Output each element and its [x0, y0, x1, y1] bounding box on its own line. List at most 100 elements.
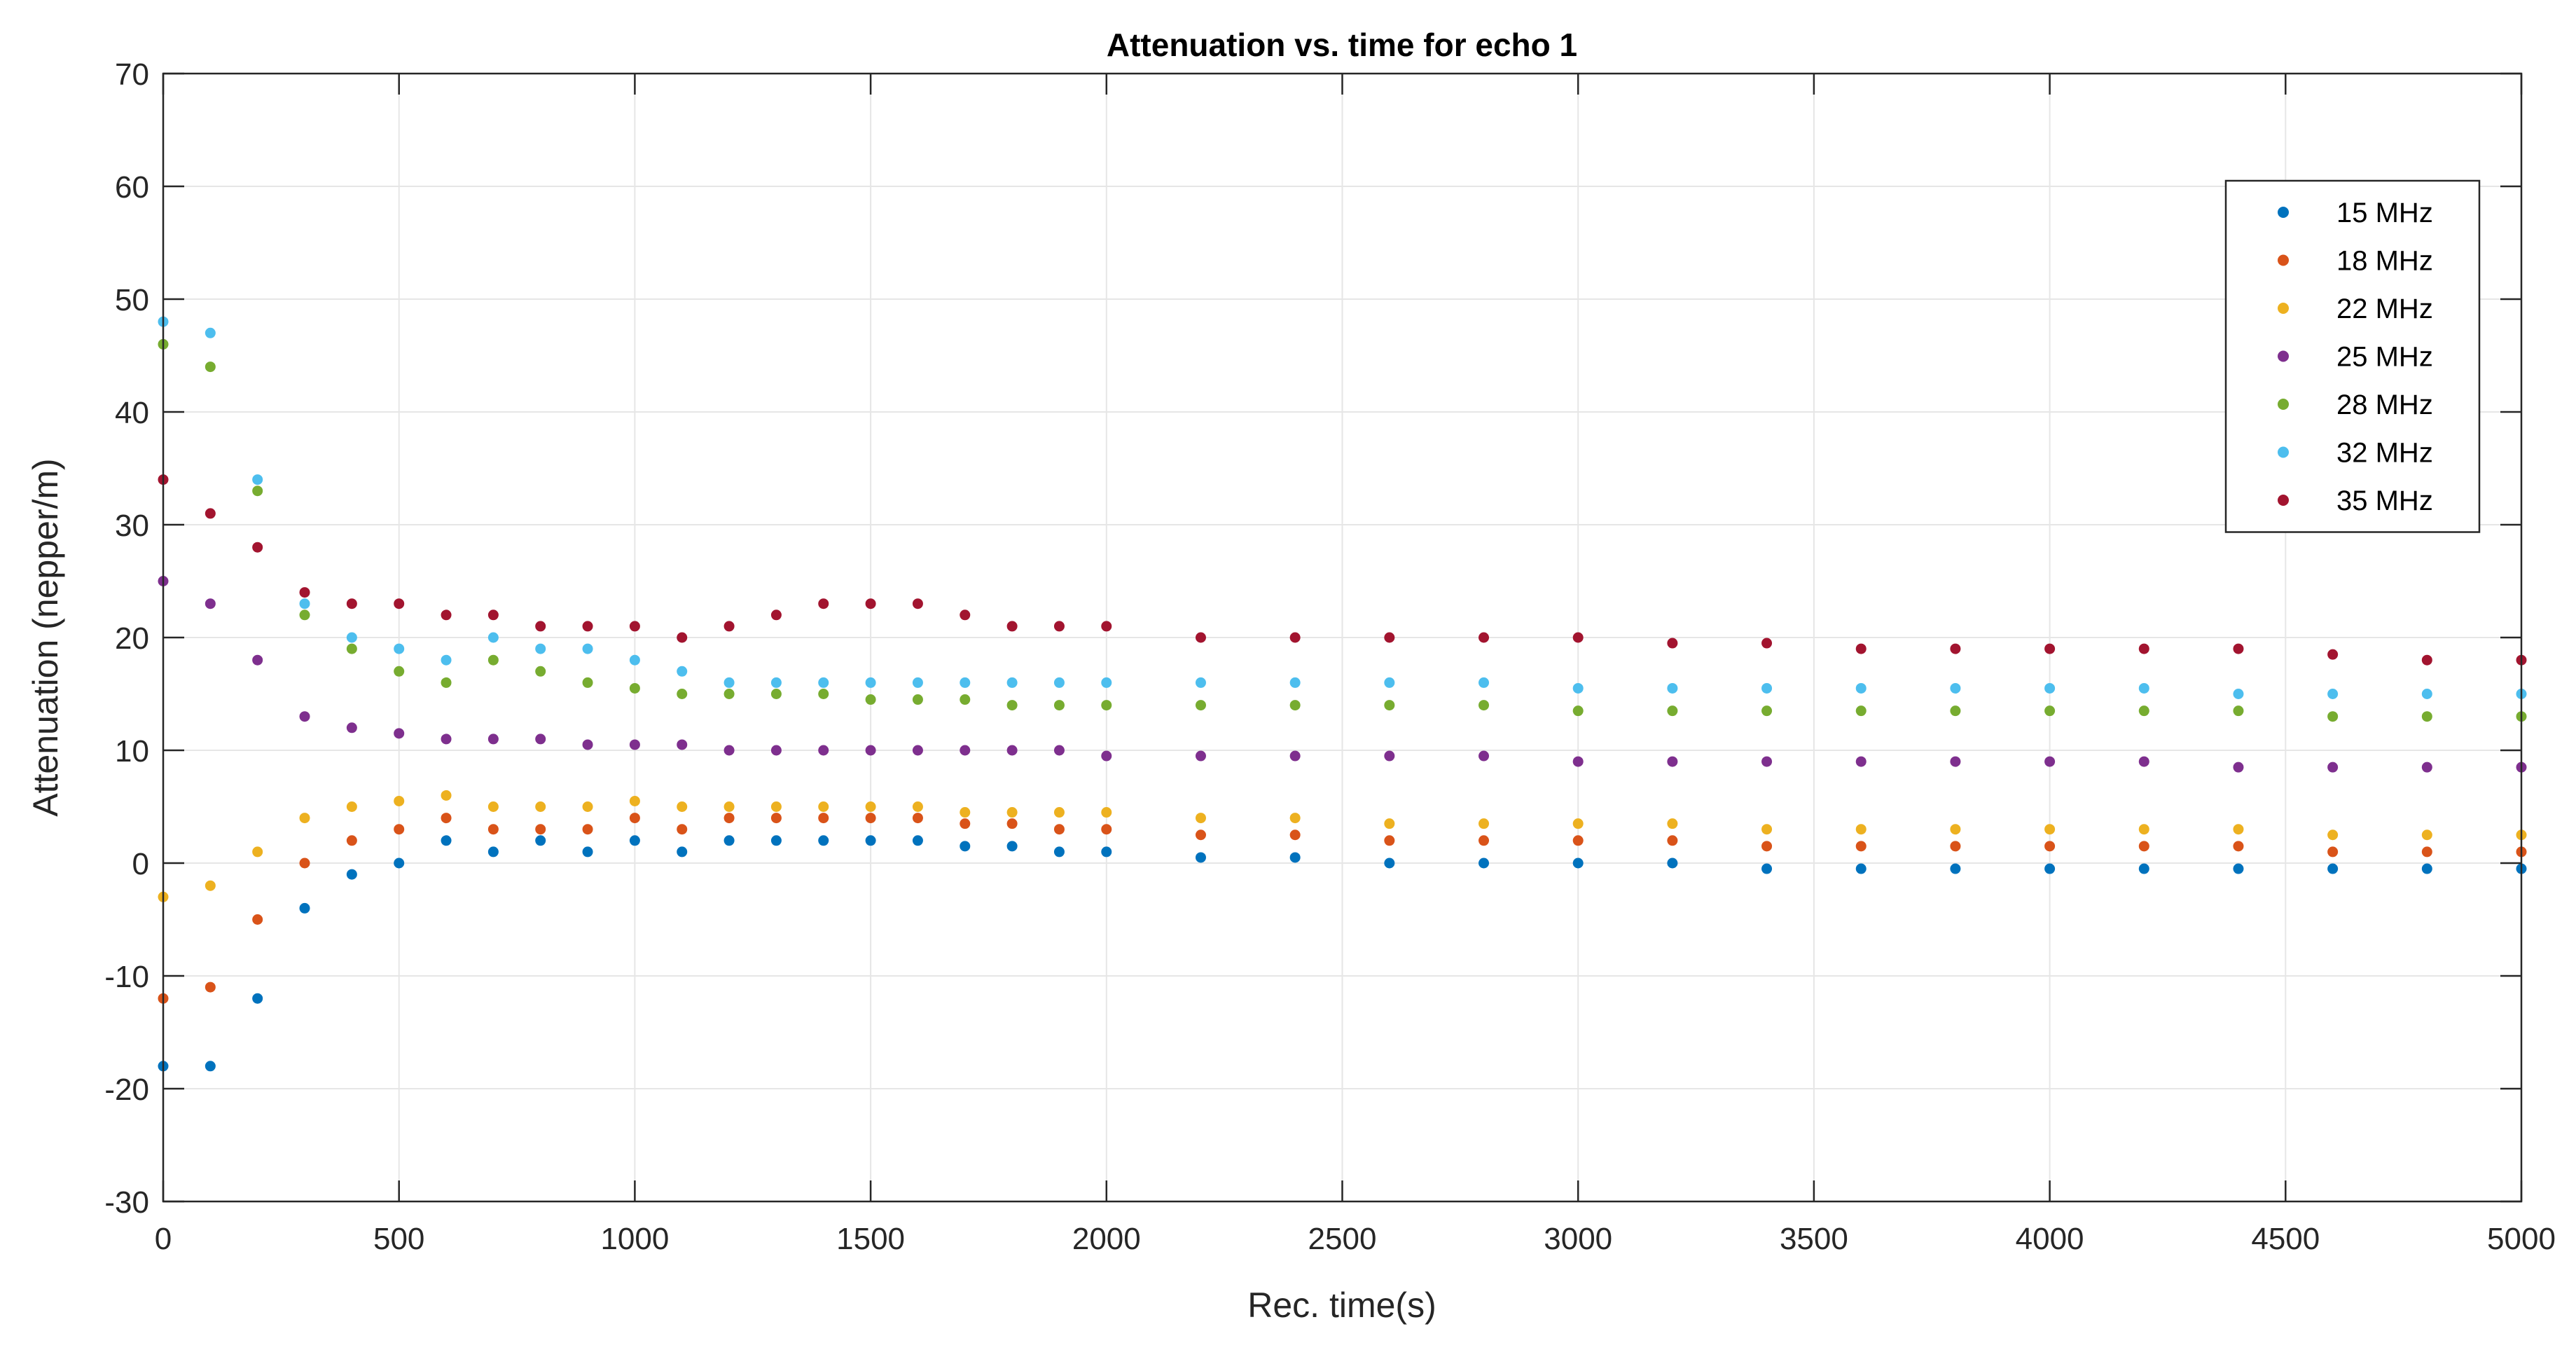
data-point: [2327, 762, 2339, 773]
data-point: [2138, 705, 2149, 717]
data-point: [1053, 621, 1065, 632]
data-point: [1101, 807, 1112, 818]
data-point: [960, 609, 971, 621]
data-point: [1855, 863, 1867, 874]
data-point: [535, 643, 546, 654]
data-point: [1572, 756, 1584, 767]
data-point: [2044, 863, 2056, 874]
data-point: [1384, 677, 1395, 688]
data-point: [535, 733, 546, 745]
data-point: [1950, 705, 1961, 717]
data-point: [1289, 750, 1301, 762]
data-point: [1761, 756, 1773, 767]
legend-marker: [2278, 207, 2289, 218]
data-point: [2044, 705, 2056, 717]
data-point: [1572, 682, 1584, 694]
legend-entry-label: 15 MHz: [2336, 198, 2433, 228]
data-point: [1289, 852, 1301, 863]
data-point: [1572, 835, 1584, 846]
data-point: [1667, 857, 1678, 869]
data-point: [1006, 621, 1018, 632]
data-point: [346, 869, 357, 880]
data-point: [770, 677, 782, 688]
data-point: [394, 728, 405, 739]
series-28-mhz: [158, 338, 2527, 722]
x-tick-label: 1000: [600, 1222, 669, 1256]
data-point: [912, 694, 923, 705]
data-point: [960, 807, 971, 818]
data-point: [252, 993, 263, 1004]
data-point: [582, 739, 593, 750]
data-point: [1195, 829, 1206, 841]
data-point: [770, 835, 782, 846]
data-point: [1195, 852, 1206, 863]
x-tick-label: 3000: [1544, 1222, 1612, 1256]
legend-box: [2224, 179, 2481, 533]
data-point: [677, 632, 688, 643]
data-point: [487, 654, 499, 666]
data-point: [1384, 818, 1395, 829]
data-point: [205, 361, 216, 373]
data-point: [1479, 677, 1490, 688]
data-point: [346, 598, 357, 609]
data-point: [346, 632, 357, 643]
data-point: [346, 835, 357, 846]
data-point: [1855, 705, 1867, 717]
data-point: [346, 801, 357, 812]
data-point: [1855, 841, 1867, 852]
series-15-mhz: [158, 835, 2527, 1072]
data-point: [960, 841, 971, 852]
data-point: [629, 621, 640, 632]
data-point: [1479, 818, 1490, 829]
data-point: [677, 801, 688, 812]
data-point: [487, 824, 499, 835]
data-point: [912, 677, 923, 688]
data-point: [205, 981, 216, 993]
data-point: [252, 485, 263, 497]
data-point: [629, 739, 640, 750]
data-point: [2044, 682, 2056, 694]
data-point: [1289, 677, 1301, 688]
data-point: [2138, 682, 2149, 694]
data-point: [1195, 750, 1206, 762]
y-tick-label: -20: [104, 1073, 149, 1107]
legend-marker: [2278, 350, 2289, 362]
data-point: [2044, 841, 2056, 852]
data-point: [252, 654, 263, 666]
data-point: [1195, 677, 1206, 688]
data-point: [2327, 689, 2339, 699]
data-point: [2421, 863, 2432, 874]
series-35-mhz: [158, 474, 2527, 666]
data-point: [865, 598, 876, 609]
data-point: [723, 801, 735, 812]
data-point: [1855, 682, 1867, 694]
data-point: [205, 880, 216, 891]
data-point: [1195, 700, 1206, 711]
data-point: [723, 835, 735, 846]
data-point: [1289, 632, 1301, 643]
data-point: [629, 835, 640, 846]
data-point: [1855, 643, 1867, 654]
data-point: [770, 801, 782, 812]
data-point: [1053, 807, 1065, 818]
data-point: [912, 745, 923, 756]
data-point: [2327, 711, 2339, 722]
y-tick-label: 50: [115, 283, 149, 317]
data-point: [582, 643, 593, 654]
data-point: [441, 790, 452, 801]
data-point: [818, 745, 829, 756]
data-point: [487, 632, 499, 643]
data-point: [629, 813, 640, 824]
data-point: [865, 745, 876, 756]
data-point: [299, 857, 310, 869]
data-point: [346, 722, 357, 733]
data-point: [2044, 643, 2056, 654]
data-point: [1053, 700, 1065, 711]
data-point: [252, 846, 263, 857]
legend-entry-label: 28 MHz: [2336, 390, 2433, 420]
data-point: [1479, 750, 1490, 762]
data-point: [441, 677, 452, 688]
data-point: [1384, 700, 1395, 711]
data-point: [1384, 857, 1395, 869]
legend-entry-label: 22 MHz: [2336, 294, 2433, 324]
